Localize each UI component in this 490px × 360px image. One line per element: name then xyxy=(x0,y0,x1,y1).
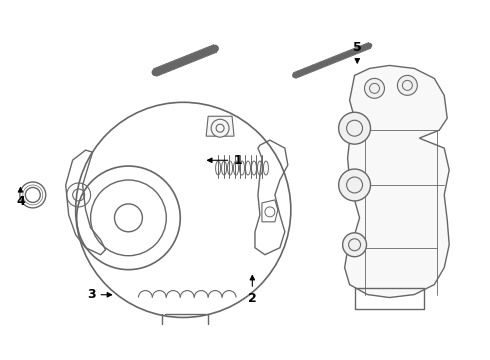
Text: 4: 4 xyxy=(16,188,25,208)
Text: 1: 1 xyxy=(208,154,242,167)
Circle shape xyxy=(397,75,417,95)
Text: 3: 3 xyxy=(87,288,112,301)
Polygon shape xyxy=(344,66,449,298)
Circle shape xyxy=(365,78,385,98)
Text: 5: 5 xyxy=(353,41,362,63)
Circle shape xyxy=(339,169,370,201)
Circle shape xyxy=(211,119,229,137)
Circle shape xyxy=(339,112,370,144)
Polygon shape xyxy=(206,116,234,136)
Circle shape xyxy=(343,233,367,257)
Text: 2: 2 xyxy=(248,275,257,305)
